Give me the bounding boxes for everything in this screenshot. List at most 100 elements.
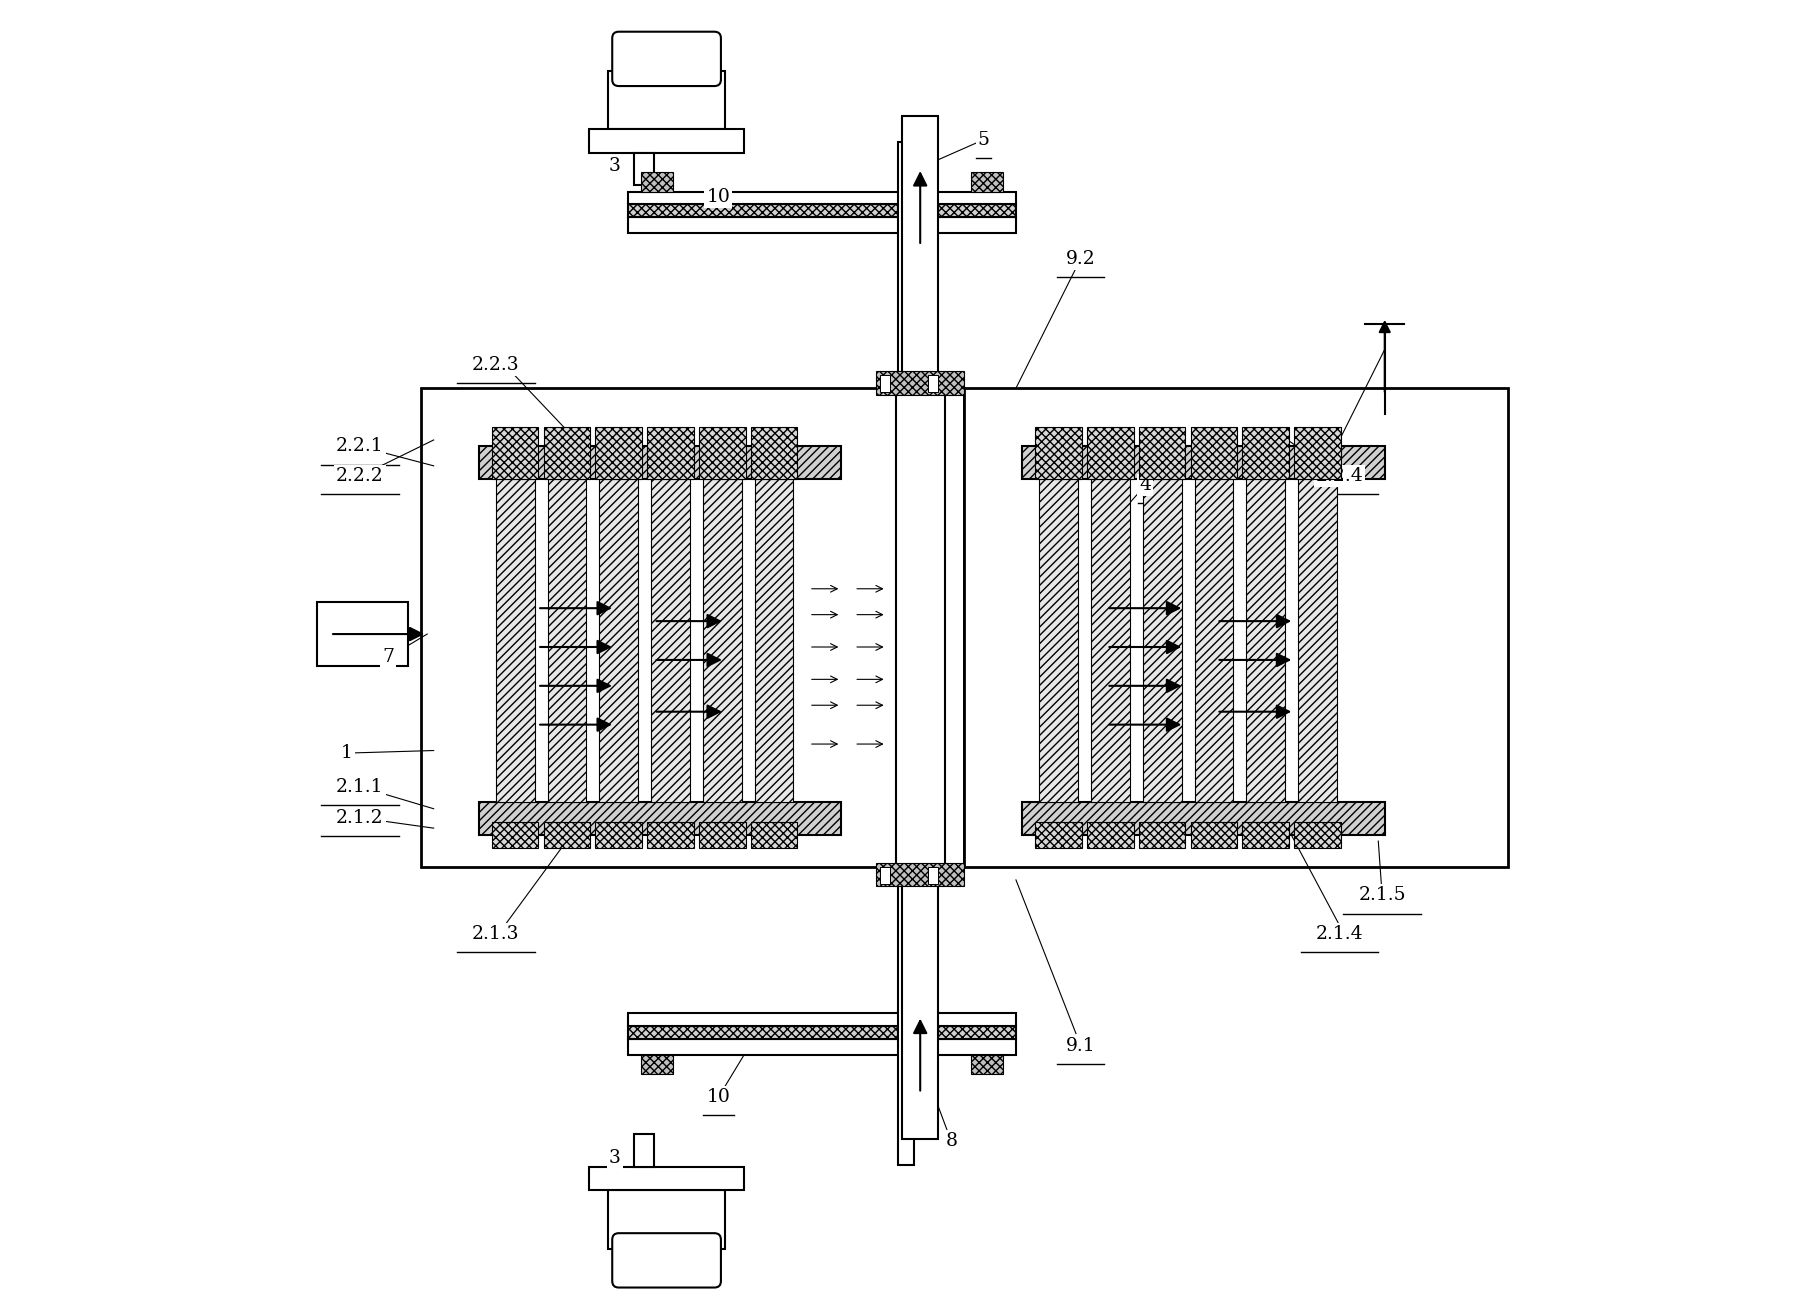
Text: 4: 4 — [1138, 476, 1151, 494]
Bar — [1298, 479, 1336, 802]
Bar — [608, 70, 725, 129]
Bar — [897, 880, 913, 1165]
Text: 2.2.2: 2.2.2 — [336, 467, 383, 485]
Text: 2.1.1: 2.1.1 — [336, 778, 383, 796]
Bar — [628, 1026, 1016, 1039]
Text: 8: 8 — [944, 1132, 957, 1150]
Bar — [753, 479, 793, 802]
Text: 2.1.4: 2.1.4 — [1314, 925, 1363, 943]
Bar — [1090, 479, 1129, 802]
Bar — [647, 427, 694, 479]
Bar — [971, 172, 1003, 192]
Bar — [651, 479, 689, 802]
Text: 10: 10 — [705, 1088, 730, 1106]
Bar — [1039, 479, 1077, 802]
Bar — [588, 1167, 744, 1190]
Bar — [595, 427, 642, 479]
Bar — [879, 375, 890, 392]
Text: 3: 3 — [608, 1149, 620, 1167]
Bar — [1246, 479, 1284, 802]
Text: 6: 6 — [1320, 457, 1332, 475]
Text: 9.1: 9.1 — [1064, 1036, 1095, 1055]
Text: 2.2.4: 2.2.4 — [1314, 467, 1363, 485]
Text: 7: 7 — [383, 648, 394, 666]
Text: 9.1: 9.1 — [1064, 1036, 1095, 1055]
Text: 2.2.1: 2.2.1 — [334, 437, 385, 455]
Bar — [901, 116, 939, 388]
Bar — [928, 375, 939, 392]
Bar — [928, 867, 939, 884]
Bar — [1242, 822, 1289, 848]
Bar — [628, 217, 1016, 233]
Text: 1: 1 — [342, 744, 352, 762]
Bar — [595, 822, 642, 848]
Bar — [421, 388, 964, 867]
Text: 10: 10 — [705, 188, 730, 206]
Text: 2.2.1: 2.2.1 — [336, 437, 383, 455]
Bar — [1138, 822, 1185, 848]
Text: 2.2.3: 2.2.3 — [471, 356, 520, 374]
FancyBboxPatch shape — [611, 1233, 721, 1288]
Bar — [964, 388, 1507, 867]
Bar — [1021, 446, 1384, 479]
Text: 2.1.3: 2.1.3 — [471, 925, 520, 943]
Text: 3: 3 — [608, 1149, 620, 1167]
Bar — [1293, 822, 1340, 848]
Text: 3: 3 — [608, 157, 620, 175]
Bar — [703, 479, 741, 802]
Bar — [901, 867, 939, 1139]
Text: 9.2: 9.2 — [1064, 250, 1095, 268]
Bar — [876, 863, 964, 886]
Text: 2.2.3: 2.2.3 — [471, 356, 520, 374]
Bar — [1021, 802, 1384, 835]
Text: 2.2.4: 2.2.4 — [1314, 467, 1363, 485]
Text: 2.2.2: 2.2.2 — [334, 467, 385, 485]
Bar — [699, 822, 744, 848]
Bar — [543, 427, 590, 479]
Text: 2.1.2: 2.1.2 — [334, 809, 385, 827]
Bar — [1138, 427, 1185, 479]
Bar — [699, 427, 744, 479]
Bar — [628, 192, 1016, 204]
Bar — [640, 1055, 672, 1074]
Text: 4: 4 — [1138, 476, 1151, 494]
Text: 9.2: 9.2 — [1064, 250, 1095, 268]
Bar — [608, 1190, 725, 1249]
Bar — [547, 479, 586, 802]
Text: 7: 7 — [381, 648, 394, 666]
Bar — [316, 602, 408, 666]
Bar — [635, 153, 653, 185]
Text: 6: 6 — [1320, 457, 1332, 475]
Bar — [478, 802, 841, 835]
Bar — [635, 1134, 653, 1167]
Bar — [628, 1013, 1016, 1026]
Bar — [879, 867, 890, 884]
FancyBboxPatch shape — [611, 31, 721, 85]
Text: 5: 5 — [976, 131, 989, 149]
Bar — [1142, 479, 1181, 802]
Text: 2.1.1: 2.1.1 — [334, 778, 385, 796]
Text: 2.1.4: 2.1.4 — [1314, 925, 1363, 943]
Bar — [491, 427, 538, 479]
Bar — [1293, 427, 1340, 479]
Bar — [628, 1039, 1016, 1055]
Bar — [897, 142, 913, 388]
Bar — [750, 427, 797, 479]
Bar — [1036, 427, 1081, 479]
Bar — [491, 822, 538, 848]
Text: 10: 10 — [707, 188, 730, 206]
Bar — [628, 204, 1016, 217]
Text: 2.1.3: 2.1.3 — [471, 925, 520, 943]
Bar — [1190, 427, 1237, 479]
Bar — [647, 822, 694, 848]
Text: 8: 8 — [944, 1132, 957, 1150]
Bar — [895, 388, 944, 867]
Bar — [599, 479, 638, 802]
Bar — [1190, 822, 1237, 848]
Bar — [478, 446, 841, 479]
Bar — [496, 479, 534, 802]
Bar — [876, 371, 964, 395]
Bar — [1242, 427, 1289, 479]
Text: 10: 10 — [707, 1088, 730, 1106]
Bar — [640, 172, 672, 192]
